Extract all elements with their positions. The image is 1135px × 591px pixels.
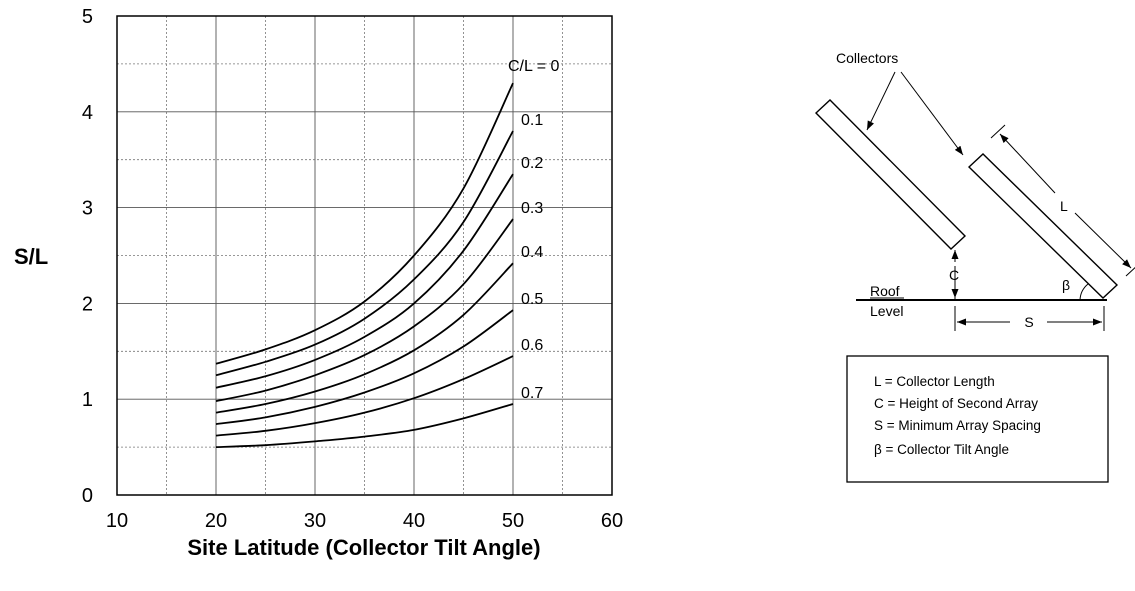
y-axis-title: S/L (14, 244, 48, 269)
level-label: Level (870, 303, 903, 319)
y-tick-label: 1 (82, 389, 93, 411)
curve-label: 0.6 (521, 337, 543, 354)
beta-arc (1079, 283, 1089, 301)
curve-line (215, 130, 514, 377)
legend-beta: β = Collector Tilt Angle (874, 442, 1009, 457)
x-tick-label: 50 (502, 510, 524, 532)
y-tick-label: 5 (82, 6, 93, 28)
l-tick-bottom (1125, 266, 1135, 277)
chart: 0 1 2 3 4 5 10 20 30 40 50 60 C/L = 0 0.1 0.2 0.3 0.4 0… (14, 6, 623, 560)
s-label: S (1024, 314, 1033, 330)
collectors-pointer-right (900, 71, 964, 156)
curve-line (215, 82, 514, 365)
legend-l: L = Collector Length (874, 374, 995, 389)
collectors-label: Collectors (836, 50, 898, 66)
collector-panel-front (814, 99, 967, 250)
l-arrow-up (999, 133, 1056, 194)
curve-line (215, 355, 514, 437)
c-label: C (949, 267, 959, 283)
x-tick-label: 60 (601, 510, 623, 532)
l-tick-top (990, 124, 1006, 139)
curve-labels: C/L = 0 0.1 0.2 0.3 0.4 0.5 0.6 0.7 (508, 58, 560, 402)
roof-label: Roof (870, 283, 900, 299)
x-tick-label: 20 (205, 510, 227, 532)
curve-label: 0.2 (521, 155, 543, 172)
curve-label: 0.5 (521, 291, 543, 308)
curve-line (215, 403, 514, 448)
x-axis-title: Site Latitude (Collector Tilt Angle) (187, 535, 540, 560)
curve-label: 0.3 (521, 200, 543, 217)
x-tick-label: 30 (304, 510, 326, 532)
collector-diagram: Collectors Roof Level C S L β L = Collec… (814, 50, 1135, 483)
curve-label: 0.1 (521, 112, 543, 129)
curve-line (215, 309, 514, 425)
l-label: L (1060, 198, 1068, 214)
y-tick-label: 2 (82, 293, 93, 315)
curves (215, 82, 514, 448)
curve-line (215, 173, 514, 389)
legend-box (846, 355, 1109, 483)
y-tick-label: 3 (82, 198, 93, 220)
grid-lines (117, 16, 612, 495)
x-tick-labels: 10 20 30 40 50 60 (106, 510, 623, 532)
curve-label: 0.4 (521, 244, 543, 261)
y-tick-labels: 0 1 2 3 4 5 (82, 6, 93, 507)
l-arrow-down (1074, 212, 1132, 269)
legend-s: S = Minimum Array Spacing (874, 418, 1041, 433)
curve-label: C/L = 0 (508, 58, 560, 75)
beta-label: β (1062, 277, 1070, 293)
curve-line (215, 262, 514, 414)
collector-panel-rear (967, 153, 1119, 299)
x-tick-label: 10 (106, 510, 128, 532)
plot-frame (116, 15, 613, 496)
y-tick-label: 4 (82, 102, 93, 124)
curve-label: 0.7 (521, 385, 543, 402)
x-tick-label: 40 (403, 510, 425, 532)
curve-line (215, 218, 514, 402)
y-tick-label: 0 (82, 485, 93, 507)
collectors-pointer-left (866, 71, 896, 131)
legend-c: C = Height of Second Array (874, 396, 1038, 411)
